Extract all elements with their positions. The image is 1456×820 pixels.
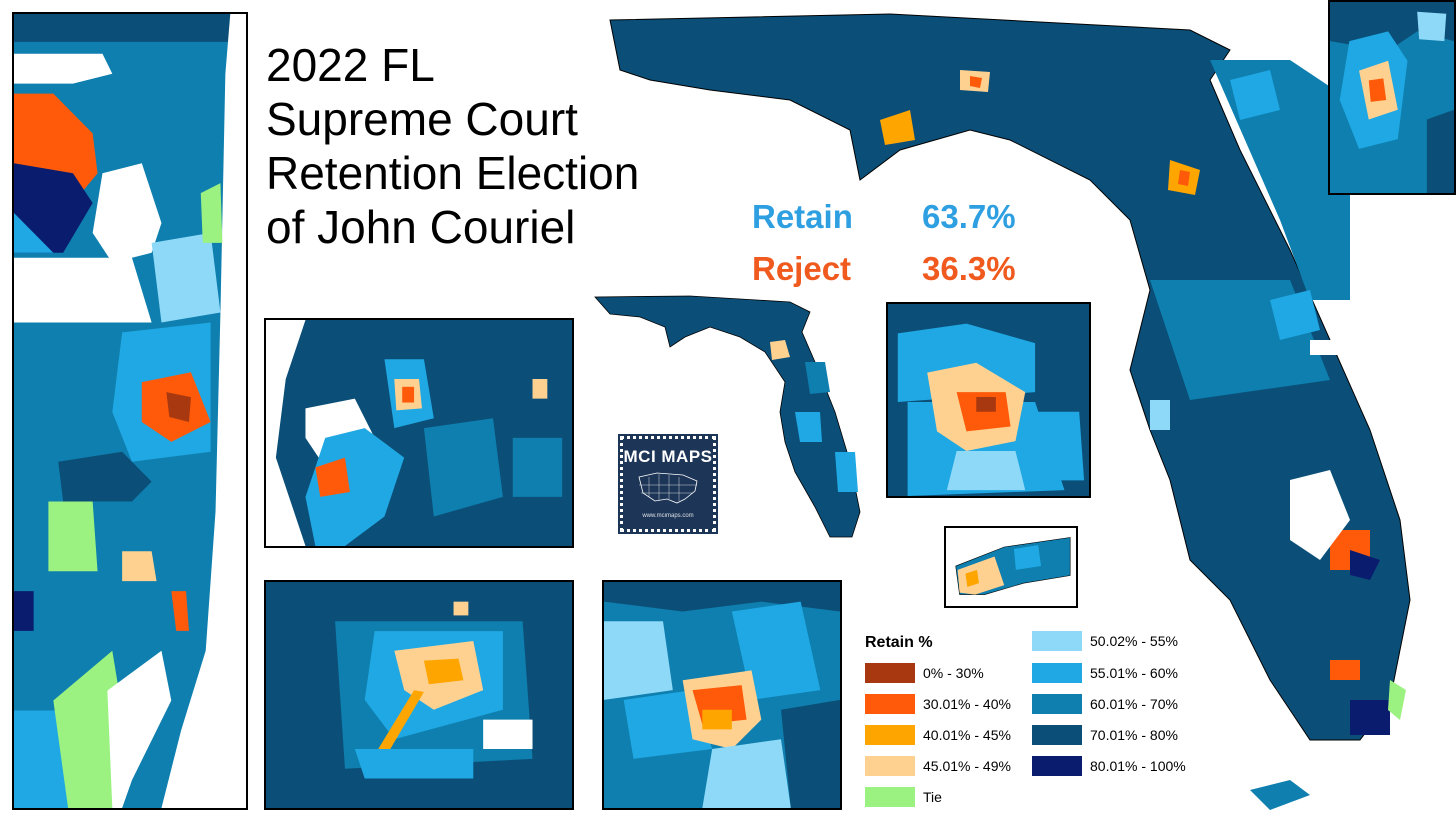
legend-label: 80.01% - 100% xyxy=(1090,758,1186,774)
legend-swatch xyxy=(865,725,915,745)
title-line-4: of John Couriel xyxy=(266,201,576,253)
legend-item: 50.02% - 55% xyxy=(1032,630,1178,652)
logo-url: www.mcimaps.com xyxy=(642,513,694,519)
orlando-map xyxy=(266,582,572,808)
legend-label: 0% - 30% xyxy=(923,665,984,681)
southeast-florida-inset xyxy=(12,12,248,810)
legend-label: 45.01% - 49% xyxy=(923,758,1011,774)
florida-overview-map xyxy=(594,295,861,538)
legend-swatch xyxy=(865,694,915,714)
jacksonville-inset xyxy=(1328,0,1456,195)
legend-item: 45.01% - 49% xyxy=(865,755,1011,777)
key-west-inset xyxy=(944,526,1078,608)
legend-swatch xyxy=(1032,631,1082,651)
legend-item: 60.01% - 70% xyxy=(1032,693,1178,715)
map-legend: Retain % 0% - 30% 30.01% - 40% 40.01% - … xyxy=(860,630,1220,810)
tallahassee-inset xyxy=(602,580,842,810)
tallahassee-map xyxy=(604,582,840,808)
legend-swatch xyxy=(1032,663,1082,683)
legend-swatch xyxy=(1032,725,1082,745)
title-line-1: 2022 FL xyxy=(266,39,435,91)
jacksonville-map xyxy=(1330,2,1454,193)
retain-label: Retain xyxy=(752,198,853,235)
legend-label: 40.01% - 45% xyxy=(923,727,1011,743)
legend-item: 30.01% - 40% xyxy=(865,693,1011,715)
key-west-map xyxy=(946,528,1076,606)
legend-label: 30.01% - 40% xyxy=(923,696,1011,712)
orlando-inset xyxy=(264,580,574,810)
legend-item: 0% - 30% xyxy=(865,662,984,684)
southeast-florida-map xyxy=(14,14,246,808)
legend-item: 55.01% - 60% xyxy=(1032,662,1178,684)
logo-text: MCI MAPS xyxy=(623,447,713,466)
mci-maps-logo: MCI MAPS www.mcimaps.com xyxy=(618,434,718,534)
map-title: 2022 FL Supreme Court Retention Election… xyxy=(266,38,706,254)
usa-map-icon xyxy=(638,472,698,504)
reject-label: Reject xyxy=(752,250,852,287)
legend-swatch xyxy=(1032,756,1082,776)
title-line-3: Retention Election xyxy=(266,147,640,199)
legend-label: 50.02% - 55% xyxy=(1090,633,1178,649)
legend-label: 55.01% - 60% xyxy=(1090,665,1178,681)
legend-item: 70.01% - 80% xyxy=(1032,724,1178,746)
retain-percentage: 63.7% xyxy=(922,198,1016,235)
legend-label: Tie xyxy=(923,789,942,805)
reject-percentage: 36.3% xyxy=(922,250,1016,287)
legend-swatch xyxy=(1032,694,1082,714)
legend-item: 40.01% - 45% xyxy=(865,724,1011,746)
tampa-bay-map xyxy=(266,320,572,546)
legend-label: 60.01% - 70% xyxy=(1090,696,1178,712)
legend-swatch xyxy=(865,787,915,807)
legend-item: 80.01% - 100% xyxy=(1032,755,1186,777)
legend-swatch xyxy=(865,663,915,683)
legend-swatch xyxy=(865,756,915,776)
tampa-bay-inset xyxy=(264,318,574,548)
legend-item: Tie xyxy=(865,786,942,808)
gainesville-map xyxy=(888,304,1089,496)
legend-label: 70.01% - 80% xyxy=(1090,727,1178,743)
legend-title: Retain % xyxy=(865,634,933,651)
gainesville-inset xyxy=(886,302,1091,498)
title-line-2: Supreme Court xyxy=(266,93,578,145)
